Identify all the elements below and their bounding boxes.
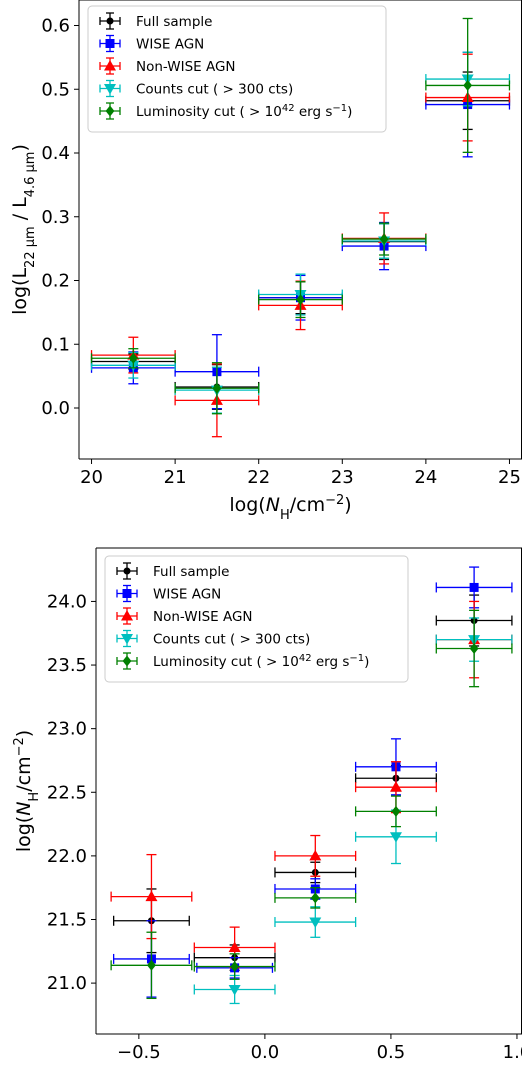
y-tick-label: 22.5 <box>47 782 87 803</box>
y-tick-label: 0.5 <box>41 79 70 100</box>
legend-marker <box>105 105 115 117</box>
x-axis-label: log(NH/cm−2) <box>229 493 351 523</box>
legend-marker <box>122 655 132 667</box>
y-tick-label: 24.0 <box>47 591 87 612</box>
legend-entry-counts: Counts cut ( > 300 cts) <box>116 629 310 648</box>
legend-entry-nonwise: Non-WISE AGN <box>116 607 253 625</box>
legend-entry-full: Full sample <box>116 562 229 580</box>
legend-entry-lum: Luminosity cut ( > 1042 erg s−1) <box>116 652 369 671</box>
data-point-lum <box>435 609 513 688</box>
data-marker <box>145 890 158 902</box>
legend-marker <box>123 567 131 575</box>
x-tick-label: 1.0 <box>503 1042 522 1063</box>
legend-label-nonwise: Non-WISE AGN <box>153 609 253 625</box>
y-tick-label: 0.6 <box>41 16 70 37</box>
x-tick-label: 21 <box>164 467 187 488</box>
legend-entry-wise: WISE AGN <box>116 584 221 603</box>
x-tick-label: 24 <box>414 467 437 488</box>
y-tick-label: 0.1 <box>41 334 70 355</box>
legend-label-lum: Luminosity cut ( > 1042 erg s−1) <box>153 653 369 671</box>
data-marker <box>212 382 222 394</box>
data-point-lum <box>193 953 276 980</box>
data-marker <box>309 849 322 861</box>
legend-label-full: Full sample <box>136 14 212 30</box>
legend-entry-full: Full sample <box>99 12 212 30</box>
data-point-nonwise <box>274 834 357 877</box>
legend-label-counts: Counts cut ( > 300 cts) <box>136 82 293 98</box>
data-point-lum <box>110 931 193 1000</box>
legend-marker <box>104 84 116 95</box>
y-tick-label: 0.3 <box>41 207 70 228</box>
data-point-lum <box>341 222 427 256</box>
legend-marker <box>121 634 133 645</box>
y-tick-label: 21.0 <box>47 973 87 994</box>
data-point-nonwise <box>110 853 193 940</box>
legend-marker <box>121 610 133 621</box>
data-marker <box>228 984 241 996</box>
y-tick-label: 0.2 <box>41 271 70 292</box>
data-marker <box>296 294 305 306</box>
y-tick-label: 22.0 <box>47 846 87 867</box>
series-lum <box>110 609 513 1000</box>
legend-marker <box>105 39 115 48</box>
data-marker <box>309 917 322 929</box>
data-point-counts <box>193 974 276 1005</box>
x-tick-label: 23 <box>331 467 354 488</box>
x-tick-label: 20 <box>80 467 103 488</box>
data-marker <box>230 961 240 973</box>
legend-entry-wise: WISE AGN <box>99 34 204 53</box>
y-tick-label: 0.0 <box>41 398 70 419</box>
data-point-counts <box>274 906 357 938</box>
y-axis-label: log(L22 μm / L4.6 μm) <box>9 144 38 315</box>
x-tick-label: 0.5 <box>377 1042 406 1063</box>
data-marker <box>379 233 389 245</box>
x-tick-label: −0.5 <box>117 1042 161 1063</box>
legend-label-wise: WISE AGN <box>153 587 221 603</box>
legend-label-full: Full sample <box>153 564 229 580</box>
data-marker <box>389 781 402 792</box>
series-lum <box>90 17 511 415</box>
legend-label-wise: WISE AGN <box>136 37 204 53</box>
legend: Full sample WISE AGN Non-WISE AGN Counts cu… <box>87 5 387 133</box>
data-marker <box>147 959 156 971</box>
data-marker <box>469 643 479 655</box>
legend-label-counts: Counts cut ( > 300 cts) <box>153 632 310 648</box>
legend-label-nonwise: Non-WISE AGN <box>136 59 236 75</box>
data-marker <box>391 805 401 817</box>
data-point-lum <box>354 795 437 828</box>
legend-marker <box>122 589 132 598</box>
legend-marker <box>104 60 116 71</box>
data-marker <box>463 79 473 91</box>
data-marker <box>310 892 320 904</box>
y-tick-label: 23.0 <box>47 719 87 740</box>
data-point-lum <box>90 348 176 369</box>
data-marker <box>228 941 241 952</box>
data-point-lum <box>258 281 343 319</box>
legend-frame <box>104 555 409 683</box>
x-tick-label: 25 <box>498 467 521 488</box>
legend: Full sample WISE AGN Non-WISE AGN Counts cu… <box>104 555 409 683</box>
data-point-lum <box>274 887 357 909</box>
y-axis-label: log(NH/cm−2) <box>12 730 42 852</box>
data-point-lum <box>425 17 511 154</box>
data-marker <box>469 582 479 592</box>
legend-entry-lum: Luminosity cut ( > 1042 erg s−1) <box>99 102 352 121</box>
x-tick-label: 22 <box>247 467 270 488</box>
data-marker <box>128 352 138 364</box>
legend-entry-nonwise: Non-WISE AGN <box>99 57 236 75</box>
bottom-panel: −0.5 0.0 0.5 1.0 21.0 21.5 22.0 22.5 23.0 23.5 24.… <box>12 547 522 1070</box>
data-point-lum <box>174 362 260 415</box>
y-tick-label: 23.5 <box>47 655 87 676</box>
legend-marker <box>106 17 114 25</box>
top-panel: 20 21 22 23 24 25 0.0 0.1 0.2 0.3 0.4 0.5 0.6 log(NH/… <box>9 0 522 523</box>
y-tick-label: 0.4 <box>41 143 70 164</box>
legend-frame <box>87 5 387 133</box>
legend-label-lum: Luminosity cut ( > 1042 erg s−1) <box>136 103 352 121</box>
y-tick-label: 21.5 <box>47 909 87 930</box>
data-marker <box>389 832 402 843</box>
legend-entry-counts: Counts cut ( > 300 cts) <box>99 79 293 98</box>
x-tick-label: 0.0 <box>251 1042 280 1063</box>
